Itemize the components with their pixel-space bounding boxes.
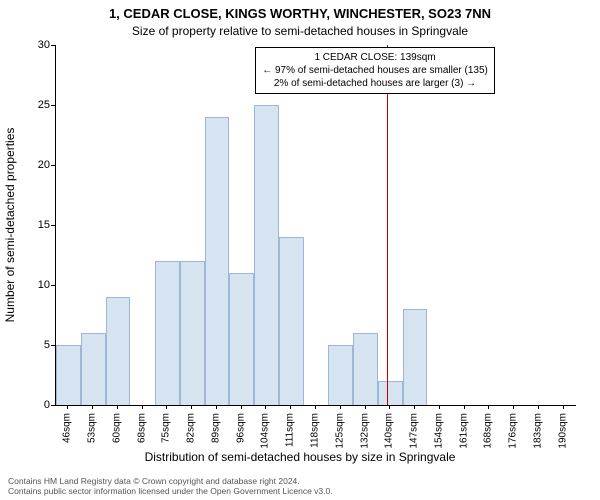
y-tick-label: 30 (20, 39, 50, 51)
y-tick-mark (51, 225, 55, 226)
x-tick-mark (389, 405, 390, 409)
chart-container: 1, CEDAR CLOSE, KINGS WORTHY, WINCHESTER… (0, 0, 600, 500)
x-tick-label: 161sqm (458, 413, 469, 449)
x-tick-label: 53sqm (87, 413, 98, 443)
x-tick-label: 104sqm (260, 413, 271, 449)
x-tick-mark (142, 405, 143, 409)
x-tick-mark (414, 405, 415, 409)
reference-line (387, 45, 388, 405)
x-tick-mark (365, 405, 366, 409)
annotation-line: 2% of semi-detached houses are larger (3… (262, 77, 488, 90)
chart-title: 1, CEDAR CLOSE, KINGS WORTHY, WINCHESTER… (0, 6, 600, 21)
plot-area: 1 CEDAR CLOSE: 139sqm← 97% of semi-detac… (55, 45, 576, 406)
histogram-bar (205, 117, 230, 405)
y-tick-mark (51, 285, 55, 286)
y-tick-mark (51, 105, 55, 106)
x-tick-label: 89sqm (210, 413, 221, 443)
y-tick-mark (51, 405, 55, 406)
x-tick-label: 111sqm (285, 413, 296, 447)
x-tick-label: 176sqm (508, 413, 519, 449)
x-tick-label: 82sqm (186, 413, 197, 443)
x-tick-label: 96sqm (235, 413, 246, 443)
x-tick-label: 68sqm (136, 413, 147, 443)
x-tick-mark (315, 405, 316, 409)
y-tick-label: 0 (20, 399, 50, 411)
x-tick-label: 118sqm (310, 413, 321, 448)
x-tick-mark (241, 405, 242, 409)
x-tick-mark (191, 405, 192, 409)
x-tick-label: 75sqm (161, 413, 172, 443)
x-tick-mark (117, 405, 118, 409)
x-tick-mark (265, 405, 266, 409)
annotation-line: ← 97% of semi-detached houses are smalle… (262, 64, 488, 77)
x-axis-label: Distribution of semi-detached houses by … (0, 450, 600, 464)
annotation-box: 1 CEDAR CLOSE: 139sqm← 97% of semi-detac… (255, 47, 495, 94)
x-tick-mark (538, 405, 539, 409)
histogram-bar (378, 381, 403, 405)
x-tick-label: 60sqm (111, 413, 122, 443)
y-tick-label: 20 (20, 159, 50, 171)
y-tick-label: 15 (20, 219, 50, 231)
x-tick-mark (488, 405, 489, 409)
x-tick-label: 132sqm (359, 413, 370, 449)
x-tick-mark (216, 405, 217, 409)
footnote: Contains HM Land Registry data © Crown c… (8, 476, 333, 496)
histogram-bar (229, 273, 254, 405)
x-tick-mark (563, 405, 564, 409)
histogram-bar (106, 297, 131, 405)
histogram-bar (328, 345, 353, 405)
x-tick-label: 46sqm (62, 413, 73, 443)
x-tick-mark (166, 405, 167, 409)
footnote-line1: Contains HM Land Registry data © Crown c… (8, 476, 333, 486)
annotation-line: 1 CEDAR CLOSE: 139sqm (262, 51, 488, 64)
histogram-bar (353, 333, 378, 405)
x-tick-mark (67, 405, 68, 409)
histogram-bar (279, 237, 304, 405)
chart-subtitle: Size of property relative to semi-detach… (0, 24, 600, 38)
x-tick-mark (513, 405, 514, 409)
histogram-bar (180, 261, 205, 405)
x-tick-mark (290, 405, 291, 409)
y-tick-label: 25 (20, 99, 50, 111)
y-axis-label: Number of semi-detached properties (3, 30, 17, 225)
x-tick-label: 168sqm (483, 413, 494, 449)
x-tick-label: 140sqm (384, 413, 395, 449)
x-tick-mark (439, 405, 440, 409)
histogram-bar (403, 309, 428, 405)
histogram-bar (56, 345, 81, 405)
histogram-bar (81, 333, 106, 405)
histogram-bar (155, 261, 180, 405)
x-tick-label: 154sqm (433, 413, 444, 449)
y-tick-mark (51, 345, 55, 346)
y-tick-label: 5 (20, 339, 50, 351)
x-tick-mark (340, 405, 341, 409)
y-tick-mark (51, 165, 55, 166)
footnote-line2: Contains public sector information licen… (8, 486, 333, 496)
x-tick-mark (464, 405, 465, 409)
y-tick-label: 10 (20, 279, 50, 291)
x-tick-mark (92, 405, 93, 409)
x-tick-label: 183sqm (532, 413, 543, 449)
x-tick-label: 125sqm (334, 413, 345, 449)
x-tick-label: 147sqm (409, 413, 420, 449)
histogram-bar (254, 105, 279, 405)
y-tick-mark (51, 45, 55, 46)
x-tick-label: 190sqm (557, 413, 568, 449)
